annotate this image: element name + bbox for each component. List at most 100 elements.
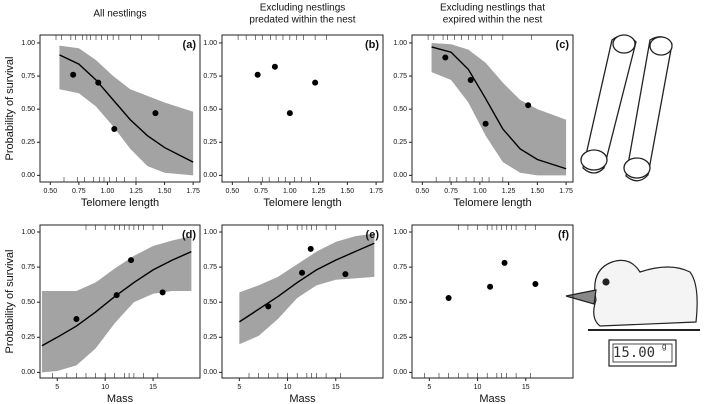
panel-title: expired within the nest: [443, 15, 543, 26]
plot-frame: [221, 34, 384, 183]
y-tick-label: 0.50: [203, 106, 217, 113]
panel-title: Excluding nestlings: [260, 3, 346, 14]
data-point: [342, 271, 349, 278]
scale-reading: 15.00: [613, 345, 655, 361]
y-tick-label: 0.00: [393, 369, 407, 376]
x-tick-label: 15: [522, 384, 530, 391]
panel-label: (a): [183, 39, 197, 51]
data-point: [254, 71, 261, 78]
data-point: [111, 126, 118, 133]
y-tick-label: 0.50: [21, 299, 35, 306]
plot-frame: [411, 34, 574, 183]
y-tick-label: 0.25: [21, 334, 35, 341]
x-tick-label: 1.00: [473, 188, 487, 195]
plot-frame: [39, 34, 201, 183]
chick-eye: [602, 278, 610, 286]
panel-label: (c): [556, 39, 570, 51]
plot-frame: [39, 224, 201, 379]
x-tick-label: 1.00: [101, 188, 115, 195]
data-point: [487, 283, 494, 290]
y-tick-label: 0.00: [203, 172, 217, 179]
plot-frame: [221, 224, 384, 379]
chromosome-illustration: [580, 34, 673, 182]
y-tick-label: 0.75: [393, 264, 407, 271]
y-tick-label: 0.25: [203, 139, 217, 146]
data-point: [286, 110, 293, 117]
x-tick-label: 1.75: [186, 188, 200, 195]
y-tick-label: 0.75: [393, 73, 407, 80]
data-point: [159, 289, 166, 296]
data-point: [467, 77, 474, 84]
data-point: [525, 102, 532, 109]
panel-label: (d): [182, 229, 196, 241]
telomere: [623, 157, 651, 179]
x-tick-label: 0.50: [416, 188, 430, 195]
data-point: [271, 63, 278, 70]
y-tick-label: 0.50: [203, 299, 217, 306]
data-point: [128, 257, 135, 264]
y-tick-label: 0.75: [203, 264, 217, 271]
y-tick-label: 1.00: [393, 40, 407, 47]
fit-line: [431, 46, 567, 170]
x-tick-label: 1.50: [341, 188, 355, 195]
x-tick-label: 0.75: [444, 188, 458, 195]
y-tick-label: 0.75: [21, 73, 35, 80]
y-tick-label: 0.00: [21, 172, 35, 179]
x-axis-label: Telomere length: [81, 197, 159, 209]
panel-title: Excluding nestlings that: [440, 3, 545, 14]
x-tick-label: 1.25: [129, 188, 143, 195]
data-point: [445, 294, 452, 301]
panel-title: All nestlings: [93, 9, 146, 20]
chick-illustration: 15.00 g: [565, 259, 700, 367]
x-axis-label: Telomere length: [263, 197, 341, 209]
x-tick-label: 1.00: [283, 188, 297, 195]
fit-line: [59, 54, 194, 163]
data-point: [152, 110, 159, 117]
x-tick-label: 0.75: [72, 188, 86, 195]
data-point: [265, 303, 272, 310]
scale-screen: [612, 343, 673, 363]
x-axis-label: Mass: [107, 393, 134, 404]
panel-label: (e): [366, 229, 380, 241]
confidence-band: [431, 42, 567, 176]
y-tick-label: 0.25: [203, 334, 217, 341]
data-point: [307, 245, 314, 252]
x-tick-label: 0.50: [226, 188, 240, 195]
y-tick-label: 0.25: [393, 334, 407, 341]
y-tick-label: 0.50: [393, 106, 407, 113]
x-tick-label: 15: [332, 384, 340, 391]
data-point: [312, 79, 319, 86]
y-tick-label: 0.50: [393, 299, 407, 306]
y-tick-label: 1.00: [393, 229, 407, 236]
y-tick-label: 1.00: [203, 40, 217, 47]
scale-unit: g: [662, 342, 666, 351]
telomere: [580, 149, 608, 171]
x-tick-label: 10: [474, 384, 482, 391]
y-axis-label: Probability of survival: [4, 250, 16, 354]
x-tick-label: 5: [237, 384, 241, 391]
y-tick-label: 0.75: [203, 73, 217, 80]
x-tick-label: 0.50: [43, 188, 57, 195]
x-tick-label: 5: [55, 384, 59, 391]
chick-body: [593, 259, 698, 327]
data-point: [501, 259, 508, 266]
y-tick-label: 1.00: [21, 40, 35, 47]
x-tick-label: 15: [149, 384, 157, 391]
data-point: [442, 54, 449, 61]
y-tick-label: 0.00: [21, 369, 35, 376]
panel-title: predated within the nest: [249, 15, 355, 26]
x-tick-label: 1.75: [559, 188, 573, 195]
data-point: [95, 79, 102, 86]
plot-frame: [411, 224, 574, 379]
y-tick-label: 0.25: [21, 139, 35, 146]
y-tick-label: 1.00: [203, 229, 217, 236]
y-tick-label: 0.50: [21, 106, 35, 113]
telomere: [649, 36, 673, 56]
x-axis-label: Telomere length: [453, 197, 531, 209]
x-tick-label: 10: [101, 384, 109, 391]
x-tick-label: 10: [284, 384, 292, 391]
confidence-band: [239, 233, 375, 345]
telomere: [612, 34, 636, 54]
x-tick-label: 1.75: [369, 188, 383, 195]
